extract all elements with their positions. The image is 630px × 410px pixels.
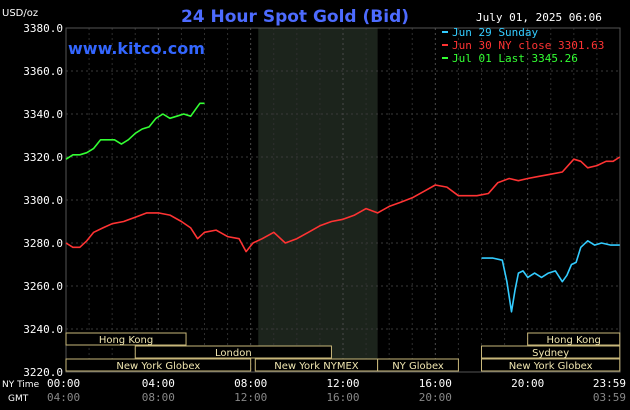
y-tick-label: 3300.0: [23, 194, 63, 207]
legend-entry: Jun 29 Sunday: [452, 26, 538, 39]
series-line: [481, 240, 620, 313]
x-tick-label-gmt: 04:00: [47, 391, 80, 404]
watermark: www.kitco.com: [68, 39, 205, 58]
session-box: [481, 358, 621, 372]
y-tick-label: 3260.0: [23, 280, 63, 293]
session-label: Hong Kong: [547, 335, 601, 346]
price-series: [65, 102, 621, 313]
session-label: NY Globex: [392, 361, 444, 372]
session-label: Hong Kong: [99, 335, 153, 346]
ny-time-label: NY Time: [2, 380, 40, 390]
y-axis-ticks: 3380.0 3360.0 3340.0 3320.0 3300.0 3280.0 3260…: [23, 22, 63, 379]
plot-border: [65, 27, 621, 373]
session-box: [134, 345, 332, 359]
chart-title: 24 Hour Spot Gold (Bid): [181, 7, 409, 27]
x-tick-label-gmt: 03:59: [593, 391, 626, 404]
session-box: [377, 358, 459, 372]
session-label: New York Globex: [116, 361, 200, 372]
y-tick-label: 3220.0: [23, 366, 63, 379]
y-tick-label: 3360.0: [23, 65, 63, 78]
legend-entry: Jul 01 Last 3345.26: [452, 52, 578, 65]
x-tick-label-ny: 12:00: [326, 377, 359, 390]
x-tick-label-gmt: 08:00: [142, 391, 175, 404]
session-label: Sydney: [532, 348, 569, 359]
session-box: [65, 358, 252, 372]
x-tick-label-ny: 04:00: [142, 377, 175, 390]
legend-entry: Jun 30 NY close 3301.63: [452, 39, 604, 52]
session-label: London: [215, 348, 252, 359]
x-tick-label-ny: 00:00: [47, 377, 80, 390]
x-axis-ticks: 00:00 04:00 08:00 12:00 16:00 20:00 23:5904:00…: [47, 377, 626, 404]
y-axis-label: USD/oz: [2, 8, 38, 19]
session-box: [481, 345, 621, 359]
x-tick-label-gmt: 16:00: [326, 391, 359, 404]
series-line: [65, 102, 205, 160]
x-tick-label-ny: 23:59: [593, 377, 626, 390]
timestamp: July 01, 2025 06:06: [476, 11, 602, 24]
y-tick-label: 3380.0: [23, 22, 63, 35]
y-tick-label: 3280.0: [23, 237, 63, 250]
trading-sessions: Hong Kong London New York Globex New York N…: [65, 332, 621, 372]
y-tick-label: 3240.0: [23, 323, 63, 336]
session-label: New York Globex: [509, 361, 593, 372]
series-line: [65, 156, 621, 253]
x-tick-label-ny: 08:00: [234, 377, 267, 390]
session-box: [527, 332, 621, 346]
y-tick-label: 3340.0: [23, 108, 63, 121]
session-box: [65, 332, 187, 346]
x-tick-label-ny: 16:00: [419, 377, 452, 390]
x-tick-label-ny: 20:00: [511, 377, 544, 390]
y-tick-label: 3320.0: [23, 151, 63, 164]
gmt-label: GMT: [8, 394, 29, 404]
x-tick-label-gmt: 20:00: [419, 391, 452, 404]
grid-lines: [65, 27, 621, 373]
session-label: New York NYMEX: [274, 361, 359, 372]
x-tick-label-gmt: 12:00: [234, 391, 267, 404]
